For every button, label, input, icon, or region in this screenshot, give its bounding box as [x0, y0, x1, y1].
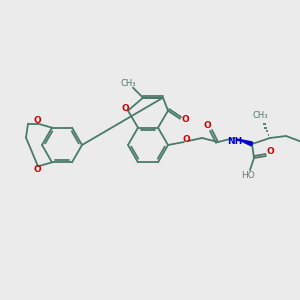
Text: O: O [203, 122, 211, 130]
Text: O: O [33, 116, 41, 125]
Text: O: O [182, 136, 190, 145]
Text: O: O [266, 148, 274, 157]
Text: HO: HO [241, 170, 255, 179]
Polygon shape [237, 139, 253, 146]
Text: CH₃: CH₃ [120, 79, 136, 88]
Text: O: O [181, 115, 189, 124]
Text: NH: NH [227, 137, 243, 146]
Text: O: O [121, 104, 129, 113]
Text: CH₃: CH₃ [252, 112, 268, 121]
Text: O: O [33, 165, 41, 174]
